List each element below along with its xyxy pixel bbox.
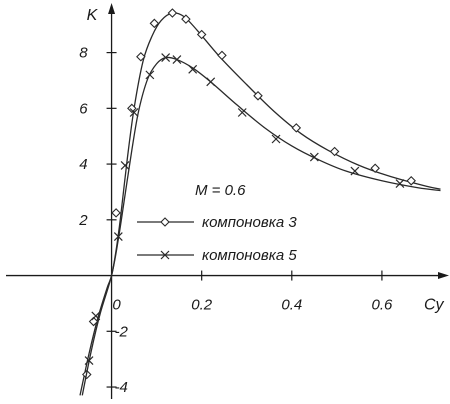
y-tick-label: 6	[79, 100, 88, 117]
y-tick-label: 8	[79, 45, 88, 62]
series-layer	[79, 8, 441, 396]
legend-marker	[160, 217, 170, 227]
data-point	[370, 163, 380, 174]
mach-annotation: M = 0.6	[195, 182, 246, 199]
data-point	[291, 123, 302, 133]
data-point	[253, 91, 263, 101]
data-point	[136, 51, 146, 62]
x-tick-label: 0.2	[191, 297, 213, 314]
data-point	[113, 232, 123, 241]
data-point	[111, 208, 121, 218]
y-axis-arrow	[108, 3, 116, 14]
series-1	[79, 8, 441, 396]
ticks: 0 0.2 0.4 0.6 -4 -2 2 4 6 8	[78, 45, 393, 396]
y-tick-label: 4	[79, 156, 87, 173]
y-tick-label: -2	[115, 323, 129, 340]
legend: M = 0.6 компоновка 3 компоновка 5	[137, 182, 297, 264]
series-line	[81, 56, 441, 396]
series-2	[81, 53, 441, 396]
x-tick-label: 0.6	[371, 297, 393, 314]
legend-label: компоновка 5	[202, 247, 297, 264]
legend-item: компоновка 3	[137, 214, 297, 231]
data-point	[206, 77, 216, 87]
data-point	[237, 108, 247, 117]
data-point	[129, 108, 139, 117]
data-point	[196, 29, 207, 40]
legend-label: компоновка 3	[202, 214, 297, 231]
data-point	[127, 103, 137, 114]
data-point	[91, 311, 101, 321]
y-tick-label: -4	[115, 379, 128, 396]
data-point	[329, 146, 340, 157]
data-point	[188, 64, 198, 74]
y-tick-label: 2	[78, 212, 88, 229]
data-point	[217, 50, 227, 61]
data-point	[271, 134, 281, 144]
data-point	[161, 53, 171, 63]
axes: Cy K	[6, 3, 449, 399]
data-point	[167, 8, 178, 18]
legend-items: компоновка 3 компоновка 5	[137, 214, 297, 264]
x-tick-label: 0.4	[281, 297, 302, 314]
series-line	[79, 12, 441, 396]
data-point	[309, 152, 319, 162]
data-point	[395, 179, 405, 189]
data-point	[145, 70, 155, 80]
data-point	[172, 55, 182, 64]
legend-marker	[160, 250, 170, 260]
y-axis-label: K	[87, 7, 99, 24]
x-axis-arrow	[438, 272, 449, 280]
data-point	[406, 176, 416, 186]
data-point	[84, 356, 94, 365]
data-point	[181, 14, 191, 24]
x-tick-label: 0	[112, 297, 121, 314]
data-point	[350, 166, 360, 176]
x-axis-label: Cy	[424, 297, 445, 314]
legend-item: компоновка 5	[137, 247, 297, 264]
data-point	[120, 161, 130, 170]
data-point	[149, 18, 160, 29]
